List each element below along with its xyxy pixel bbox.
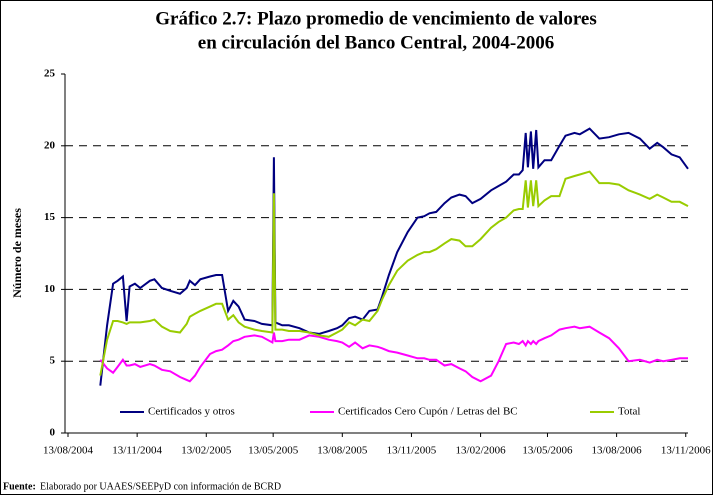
y-tick-label: 15	[44, 211, 56, 223]
series-line	[99, 127, 689, 386]
x-tick-label: 13/05/2006	[522, 445, 573, 457]
y-tick-label: 20	[44, 139, 56, 151]
x-tick-label: 13/08/2004	[43, 445, 94, 457]
x-tick-label: 13/11/2004	[112, 445, 162, 457]
chart-title: Gráfico 2.7: Plazo promedio de vencimien…	[155, 8, 597, 29]
y-tick-label: 25	[44, 68, 56, 80]
x-tick-label: 13/11/2006	[661, 445, 711, 457]
legend-label: Total	[618, 406, 640, 418]
x-tick-label: 13/08/2005	[317, 445, 368, 457]
source-label: Fuente:	[3, 481, 36, 492]
legend-label: Certificados y otros	[148, 406, 235, 418]
x-tick-label: 13/05/2005	[248, 445, 299, 457]
y-tick-label: 10	[44, 283, 56, 295]
y-tick-label: 0	[50, 427, 56, 439]
x-tick-label: 13/11/2005	[387, 445, 437, 457]
x-tick-label: 13/02/2006	[456, 445, 507, 457]
series-line	[99, 170, 689, 376]
x-tick-label: 13/08/2006	[592, 445, 643, 457]
legend-label: Certificados Cero Cupón / Letras del BC	[338, 406, 518, 418]
series-line	[99, 325, 688, 383]
source-text: Elaborado por UAAES/SEEPyD con informaci…	[40, 481, 281, 492]
y-tick-label: 5	[50, 355, 56, 367]
x-tick-label: 13/02/2005	[181, 445, 232, 457]
chart-title: en circulación del Banco Central, 2004-2…	[198, 32, 554, 53]
y-axis-label: Número de meses	[10, 208, 24, 298]
